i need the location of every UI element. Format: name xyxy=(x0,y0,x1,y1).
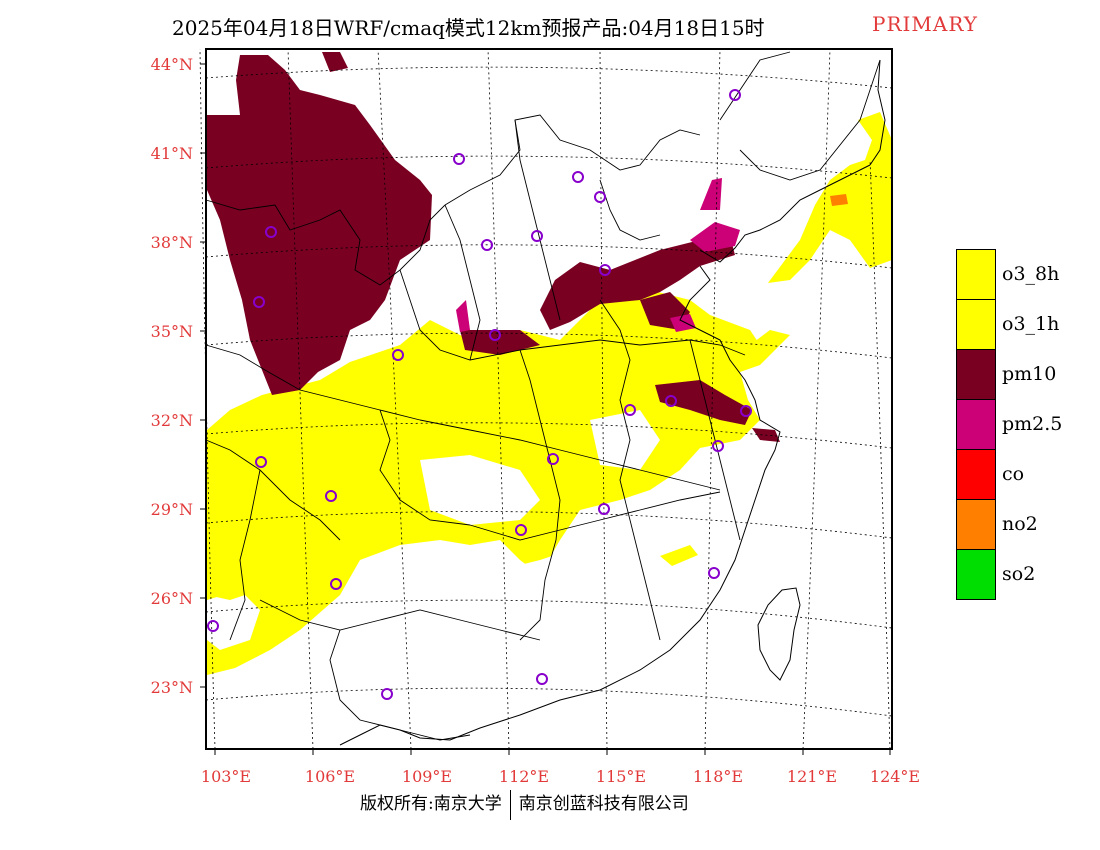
tick-marks xyxy=(200,63,891,755)
station-marker xyxy=(665,395,677,407)
lat-tick-label: 23°N xyxy=(151,678,193,697)
province-borders xyxy=(205,51,881,741)
lon-tick-label: 109°E xyxy=(402,767,452,786)
station-marker xyxy=(599,264,611,276)
legend-item-pm10: pm10 xyxy=(956,349,1096,400)
legend-swatch xyxy=(956,449,996,500)
lon-tick-label: 118°E xyxy=(693,767,743,786)
map-title-primary-tag: PRIMARY xyxy=(872,12,978,36)
longitude-labels: 103°E 106°E 109°E 112°E 115°E 118°E 121°… xyxy=(201,767,920,786)
pm10-region-top-patch xyxy=(322,52,348,72)
station-marker xyxy=(624,404,636,416)
clear-area-south xyxy=(340,505,735,730)
station-marker xyxy=(547,453,559,465)
footer-divider xyxy=(509,789,511,820)
legend-swatch xyxy=(956,249,996,300)
latitude-labels: 44°N 41°N 38°N 35°N 32°N 29°N 26°N 23°N xyxy=(151,55,193,697)
station-marker xyxy=(594,191,606,203)
station-marker xyxy=(572,171,584,183)
legend-label: co xyxy=(1002,463,1025,485)
graticule xyxy=(199,48,893,750)
station-marker xyxy=(325,490,337,502)
no2-region-dalian xyxy=(830,194,848,206)
station-marker xyxy=(381,688,393,700)
station-markers xyxy=(207,89,752,700)
legend-swatch xyxy=(956,349,996,400)
pm25-region-shaanxi xyxy=(456,300,470,332)
legend-label: pm2.5 xyxy=(1002,413,1063,435)
pm10-region-northwest xyxy=(207,55,432,395)
legend-swatch xyxy=(956,499,996,550)
station-marker xyxy=(531,230,543,242)
pollutant-legend: o3_8h o3_1h pm10 pm2.5 co no2 so2 xyxy=(956,249,1096,600)
station-marker xyxy=(255,456,267,468)
legend-label: no2 xyxy=(1002,513,1038,535)
station-marker xyxy=(729,89,741,101)
legend-swatch xyxy=(956,549,996,600)
o3-region-coast-strip xyxy=(730,330,790,372)
station-marker xyxy=(740,405,752,417)
legend-label: so2 xyxy=(1002,563,1036,585)
lat-tick-label: 41°N xyxy=(151,144,193,163)
clear-area-sichuan xyxy=(420,455,540,525)
map-title: 2025年04月18日WRF/cmaq模式12km预报产品:04月18日15时 xyxy=(172,16,765,40)
lat-tick-label: 44°N xyxy=(151,55,193,74)
lon-tick-label: 103°E xyxy=(201,767,251,786)
coastline xyxy=(339,59,886,746)
pm10-region-henan xyxy=(460,330,540,355)
lat-tick-label: 38°N xyxy=(151,233,193,252)
copyright-footer: 版权所有:南京大学 南京创蓝科技有限公司 xyxy=(360,789,689,820)
legend-swatch xyxy=(956,299,996,350)
station-marker xyxy=(708,567,720,579)
pm25-region-tianjin xyxy=(690,222,740,252)
lon-tick-label: 112°E xyxy=(499,767,549,786)
copyright-left: 版权所有:南京大学 xyxy=(360,794,502,814)
lon-tick-label: 121°E xyxy=(787,767,837,786)
legend-item-co: co xyxy=(956,449,1096,500)
station-marker xyxy=(265,226,277,238)
legend-label: o3_8h xyxy=(1002,263,1060,285)
lon-tick-label: 124°E xyxy=(870,767,920,786)
station-marker xyxy=(515,524,527,536)
legend-label: pm10 xyxy=(1002,363,1057,385)
legend-item-o3-1h: o3_1h xyxy=(956,299,1096,350)
legend-item-no2: no2 xyxy=(956,499,1096,550)
pm10-region-jiangsu xyxy=(655,380,752,425)
legend-item-pm25: pm2.5 xyxy=(956,399,1096,450)
pm10-region-north-china xyxy=(540,236,735,330)
lon-tick-label: 115°E xyxy=(596,767,646,786)
lat-tick-label: 26°N xyxy=(151,589,193,608)
station-marker xyxy=(598,503,610,515)
lat-tick-label: 32°N xyxy=(151,411,193,430)
map-border xyxy=(205,48,893,750)
station-marker xyxy=(207,620,219,632)
station-marker xyxy=(712,440,724,452)
station-marker xyxy=(392,349,404,361)
station-marker xyxy=(453,153,465,165)
clear-area-sw xyxy=(207,590,260,650)
legend-label: o3_1h xyxy=(1002,313,1060,335)
station-marker xyxy=(253,296,265,308)
o3-region-northeast xyxy=(768,112,892,283)
station-marker xyxy=(489,329,501,341)
pm25-region-hebei xyxy=(700,178,722,210)
taiwan-outline xyxy=(757,587,801,681)
legend-item-so2: so2 xyxy=(956,549,1096,600)
o3-region-southwest xyxy=(207,545,270,600)
copyright-right: 南京创蓝科技有限公司 xyxy=(518,794,689,814)
pollutant-fill-layer xyxy=(207,52,892,730)
lon-tick-label: 106°E xyxy=(305,767,355,786)
station-marker xyxy=(330,578,342,590)
legend-swatch xyxy=(956,399,996,450)
pm25-region-shandong xyxy=(670,314,696,332)
station-marker xyxy=(536,673,548,685)
lat-tick-label: 35°N xyxy=(151,322,193,341)
lat-tick-label: 29°N xyxy=(151,500,193,519)
station-marker xyxy=(481,239,493,251)
legend-item-o3-8h: o3_8h xyxy=(956,249,1096,300)
o3-region-fujian-patch xyxy=(660,545,698,566)
